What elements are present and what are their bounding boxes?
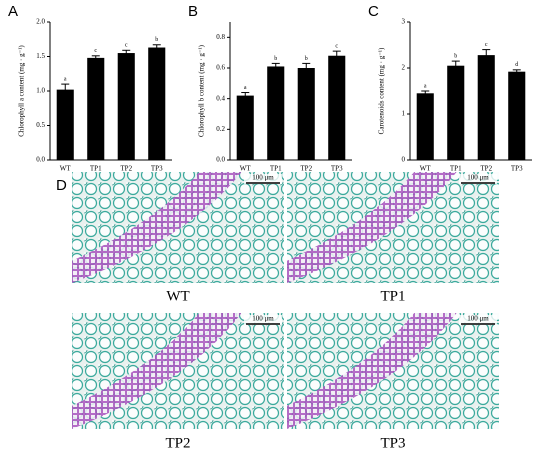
significance-letter: b [454,53,457,59]
x-tick-label: TP1 [90,165,102,173]
micrograph-label: TP3 [380,435,405,451]
bar [328,55,346,160]
scale-box [459,315,497,325]
micrograph-label: WT [166,288,189,304]
x-tick-label: TP1 [450,165,462,173]
micrograph-label: TP1 [380,288,405,304]
significance-letter: a [64,76,67,82]
panel-label: C [368,3,379,20]
xylem-band [287,313,457,429]
bar [267,66,285,160]
y-tick-label: 1 [402,110,406,118]
bar [477,55,495,161]
xylem-band [287,172,457,283]
x-tick-label: WT [420,165,432,173]
y-tick-label: 0.5 [36,121,45,129]
significance-letter: c [125,43,128,49]
bar [117,53,135,160]
y-tick-label: 0.2 [216,125,225,133]
significance-letter: c [335,44,338,50]
significance-letter: a [244,85,247,91]
bar [447,65,465,160]
panel-label: D [56,177,67,194]
bar [508,71,526,160]
x-tick-label: TP1 [270,165,282,173]
y-axis-label: Carotenoids content (mg · g⁻¹) [378,47,386,134]
bar [148,47,166,160]
bar [416,93,434,160]
scale-label: 100 μm [467,315,489,323]
y-tick-label: 3 [402,18,406,26]
x-tick-label: TP2 [300,165,312,173]
y-tick-label: 0.4 [216,94,225,102]
scale-label: 100 μm [252,315,274,323]
scale-label: 100 μm [467,174,489,182]
significance-letter: d [515,62,518,68]
significance-letter: b [155,37,158,43]
y-tick-label: 0.0 [216,156,225,164]
xylem-band [72,313,242,429]
significance-letter: a [424,83,427,89]
y-tick-label: 0 [402,156,406,164]
bar [297,68,315,160]
bar [87,57,105,160]
panel-label: B [188,3,198,20]
y-tick-label: 0.0 [36,156,45,164]
x-tick-label: TP3 [151,165,163,173]
x-tick-label: WT [240,165,252,173]
bar [236,95,254,160]
significance-letter: b [274,56,277,62]
y-tick-label: 2 [402,64,406,72]
significance-letter: c [94,48,97,54]
scale-box [244,315,282,325]
y-axis-label: Chlorophyll b content (mg · g⁻¹) [198,44,206,137]
significance-letter: b [305,56,308,62]
scale-label: 100 μm [252,174,274,182]
xylem-band [72,172,242,283]
micrograph-label: TP2 [165,435,190,451]
y-tick-label: 1.5 [36,52,45,60]
y-tick-label: 0.6 [216,64,225,72]
x-tick-label: TP3 [331,165,343,173]
y-tick-label: 1.0 [36,87,45,95]
bar [56,89,74,160]
x-tick-label: TP2 [480,165,492,173]
x-tick-label: TP3 [511,165,523,173]
x-tick-label: WT [60,165,72,173]
scale-box [244,174,282,184]
y-axis-label: Chlorophyll a content (mg · g⁻¹) [18,45,26,137]
x-tick-label: TP2 [120,165,132,173]
significance-letter: c [485,42,488,48]
y-tick-label: 0.8 [216,33,225,41]
panel-label: A [8,3,18,20]
y-tick-label: 2.0 [36,18,45,26]
scale-box [459,174,497,184]
